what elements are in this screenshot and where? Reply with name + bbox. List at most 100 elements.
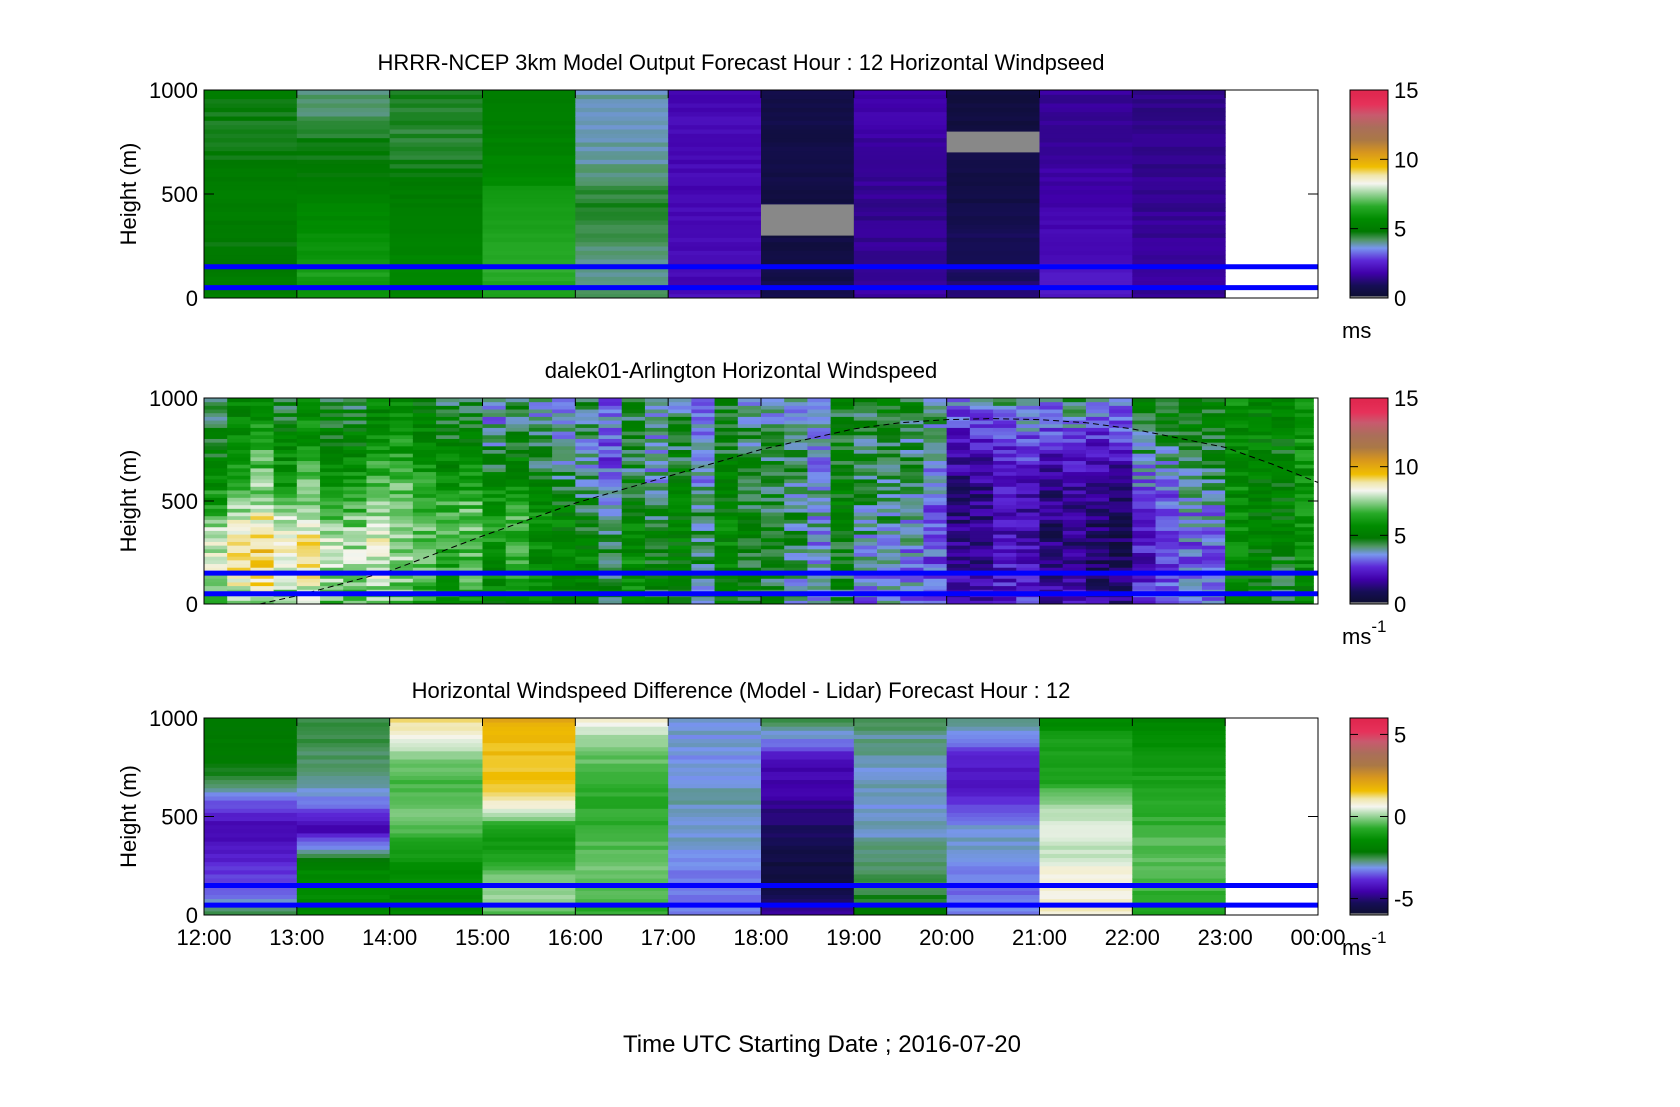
heatmap-cell — [575, 194, 669, 199]
heatmap-cell — [807, 489, 832, 495]
heatmap-cell — [1271, 545, 1296, 550]
heatmap-cell — [807, 475, 832, 480]
heatmap-cell — [737, 434, 762, 439]
heatmap-cell — [343, 475, 367, 480]
heatmap-cell — [1201, 438, 1226, 443]
heatmap-cell — [923, 493, 948, 498]
heatmap-cell — [1201, 530, 1226, 535]
heatmap-cell — [482, 215, 576, 221]
heatmap-cell — [668, 726, 762, 731]
heatmap-cell — [668, 581, 692, 587]
heatmap-cell — [1085, 471, 1110, 476]
heatmap-cell — [389, 730, 483, 735]
heatmap-cell — [366, 519, 391, 524]
heatmap-cell — [273, 416, 298, 421]
heatmap-cell — [830, 578, 855, 583]
heatmap-cell — [1039, 280, 1133, 286]
heatmap-cell — [204, 853, 298, 859]
heatmap-cell — [1271, 585, 1296, 590]
heatmap-cell — [807, 464, 832, 469]
heatmap-cell — [761, 176, 855, 182]
heatmap-cell — [204, 254, 298, 260]
heatmap-cell — [482, 787, 576, 793]
heatmap-cell — [204, 567, 228, 572]
heatmap-cell — [830, 453, 855, 458]
heatmap-cell — [807, 438, 832, 443]
heatmap-cell — [946, 467, 971, 473]
heatmap-cell — [389, 246, 483, 251]
heatmap-cell — [737, 460, 762, 465]
heatmap-cell — [853, 898, 948, 904]
heatmap-cell — [482, 185, 576, 191]
heatmap-cell — [761, 552, 785, 557]
heatmap-cell — [1225, 526, 1249, 531]
heatmap-cell — [761, 289, 855, 295]
heatmap-cell — [946, 574, 971, 579]
heatmap-cell — [923, 405, 948, 410]
heatmap-cell — [296, 405, 321, 410]
heatmap-cell — [830, 530, 855, 535]
heatmap-cell — [900, 478, 924, 484]
heatmap-cell — [784, 600, 808, 605]
x-axis-label: Time UTC Starting Date ; 2016-07-20 — [623, 1031, 1021, 1058]
heatmap-cell — [1132, 816, 1226, 822]
heatmap-cell — [296, 910, 391, 916]
heatmap-cell — [204, 120, 298, 126]
heatmap-cell — [1155, 526, 1180, 531]
heatmap-cell — [946, 746, 1040, 752]
heatmap-cell — [1294, 478, 1314, 484]
heatmap-cell — [946, 894, 1040, 900]
heatmap-cell — [969, 445, 994, 450]
heatmap-cell — [273, 489, 298, 495]
heatmap-cell — [482, 423, 507, 428]
heatmap-cell — [273, 497, 298, 502]
heatmap-cell — [204, 194, 298, 199]
heatmap-cell — [482, 763, 576, 768]
heatmap-cell — [853, 820, 948, 826]
heatmap-cell — [575, 519, 600, 524]
heatmap-cell — [482, 783, 576, 789]
heatmap-cell — [853, 427, 878, 432]
heatmap-cell — [528, 563, 553, 568]
heatmap-cell — [691, 445, 716, 450]
heatmap-cell — [482, 812, 576, 817]
heatmap-cell — [946, 185, 1040, 191]
heatmap-cell — [784, 478, 808, 484]
heatmap-cell — [1132, 198, 1226, 204]
heatmap-cell — [853, 759, 948, 764]
heatmap-cell — [273, 427, 298, 432]
heatmap-cell — [761, 754, 855, 760]
heatmap-cell — [668, 431, 692, 436]
heatmap-cell — [1062, 434, 1087, 439]
heatmap-cell — [1178, 567, 1203, 572]
heatmap-cell — [1248, 501, 1273, 506]
heatmap-cell — [204, 181, 298, 186]
heatmap-cell — [1062, 423, 1087, 428]
heatmap-cell — [737, 398, 762, 403]
heatmap-cell — [1178, 526, 1203, 531]
heatmap-cell — [946, 168, 1040, 173]
heatmap-cell — [1178, 453, 1203, 458]
heatmap-cell — [621, 464, 646, 469]
heatmap-cell — [1155, 563, 1180, 568]
heatmap-cell — [250, 471, 275, 476]
heatmap-cell — [273, 541, 298, 546]
heatmap-cell — [946, 775, 1040, 781]
heatmap-cell — [1201, 567, 1226, 572]
heatmap-cell — [459, 398, 483, 403]
heatmap-cell — [691, 541, 716, 546]
heatmap-cell — [1085, 467, 1110, 473]
heatmap-cell — [1248, 401, 1273, 406]
heatmap-cell — [1039, 431, 1064, 436]
heatmap-cell — [575, 233, 669, 238]
heatmap-cell — [505, 405, 530, 410]
heatmap-cell — [389, 272, 483, 277]
heatmap-cell — [691, 530, 716, 535]
heatmap-cell — [1248, 427, 1273, 432]
heatmap-cell — [1062, 556, 1087, 561]
heatmap-cell — [644, 423, 669, 428]
heatmap-cell — [575, 596, 600, 601]
heatmap-cell — [1155, 600, 1180, 605]
heatmap-cell — [389, 398, 414, 403]
heatmap-cell — [830, 401, 855, 406]
